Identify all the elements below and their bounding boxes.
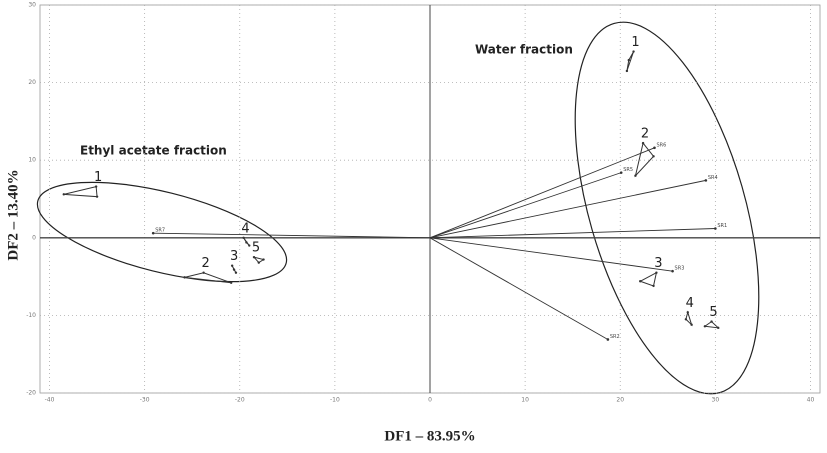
group-point: [232, 268, 236, 271]
group-point: [690, 323, 693, 326]
group-point: [634, 174, 637, 177]
group-label: 3: [654, 256, 662, 271]
x-tick-label: 40: [807, 397, 815, 404]
group-point: [625, 69, 629, 73]
x-tick-label: -30: [140, 397, 150, 404]
vector-end: [619, 171, 623, 174]
y-axis-label: DF2 – 13.40%: [5, 169, 21, 260]
x-tick-label: 20: [616, 397, 624, 404]
group-point: [710, 320, 713, 323]
group-label: 3: [230, 249, 238, 264]
group-ellipse: [574, 21, 760, 395]
group-label: 5: [709, 305, 717, 320]
group-label: 5: [252, 241, 260, 256]
group-point: [641, 141, 645, 145]
vector-end: [653, 146, 656, 150]
group-point: [183, 276, 186, 279]
group-point: [94, 185, 98, 188]
group-label: 2: [201, 256, 209, 271]
vector-label: SR5: [623, 167, 633, 173]
group-label: 1: [94, 170, 102, 185]
vector-label: SR3: [675, 266, 685, 272]
group-polygon: [638, 271, 658, 287]
fraction-label: Water fraction: [475, 43, 573, 57]
group-point: [655, 271, 658, 274]
group-point: [652, 155, 655, 158]
group-point: [229, 281, 233, 285]
group-point: [248, 244, 251, 247]
group-polygon: [626, 51, 635, 72]
x-tick-label: 10: [521, 397, 529, 404]
x-tick-label: -20: [235, 397, 245, 404]
y-tick-label: 30: [28, 2, 36, 9]
group-label: 1: [631, 35, 639, 50]
group-point: [202, 271, 205, 274]
group-point: [632, 50, 635, 53]
group-point: [652, 284, 655, 288]
group-polygon: [252, 256, 265, 264]
y-tick-label: 0: [32, 234, 36, 241]
vector-label: SR4: [708, 175, 718, 181]
y-tick-label: -20: [26, 390, 36, 397]
group-point: [262, 258, 265, 261]
group-point: [62, 193, 65, 196]
group-point: [627, 58, 631, 62]
group-ellipse: [36, 181, 288, 283]
loading-vector: [429, 172, 622, 239]
vector-label: SR1: [717, 223, 727, 229]
loading-vector: [429, 179, 706, 239]
vector-end: [606, 338, 610, 341]
vector-label: SR2: [610, 334, 620, 340]
y-tick-label: 20: [28, 79, 36, 86]
group-point: [717, 326, 720, 330]
group-point: [242, 236, 245, 239]
group-label: 4: [686, 296, 694, 311]
vector-end: [151, 231, 155, 235]
group-point: [639, 280, 642, 283]
group-point: [703, 325, 707, 328]
vector-end: [704, 179, 708, 182]
x-tick-label: -40: [45, 397, 55, 404]
group-polygon: [634, 142, 655, 178]
x-tick-label: 30: [712, 397, 720, 404]
vector-label: SR7: [155, 228, 165, 234]
group-point: [95, 195, 99, 198]
group-point: [245, 241, 248, 244]
group-point: [234, 271, 238, 274]
x-axis-label: DF1 – 83.95%: [384, 428, 475, 444]
y-tick-label: 10: [28, 157, 36, 164]
loading-vector: [429, 228, 716, 239]
y-tick-label: -10: [26, 312, 36, 319]
group-point: [230, 264, 234, 267]
group-polygon: [184, 272, 232, 284]
x-tick-label: 0: [428, 397, 432, 404]
x-tick-label: -10: [330, 397, 340, 404]
group-polygon: [63, 185, 98, 198]
loading-vector: [429, 237, 673, 272]
group-polygon: [685, 310, 693, 327]
vector-end: [671, 269, 674, 273]
group-point: [686, 311, 689, 314]
loading-vector: [429, 147, 655, 239]
group-point: [684, 318, 688, 321]
group-point: [252, 256, 256, 259]
loading-vector: [153, 232, 431, 239]
vector-end: [714, 227, 717, 230]
group-label: 4: [241, 221, 249, 236]
vector-label: SR6: [656, 142, 666, 148]
group-label: 2: [641, 127, 649, 142]
group-polygon: [703, 320, 720, 329]
loading-vector: [429, 237, 609, 340]
group-point: [257, 261, 260, 264]
fraction-label: Ethyl acetate fraction: [80, 144, 227, 158]
